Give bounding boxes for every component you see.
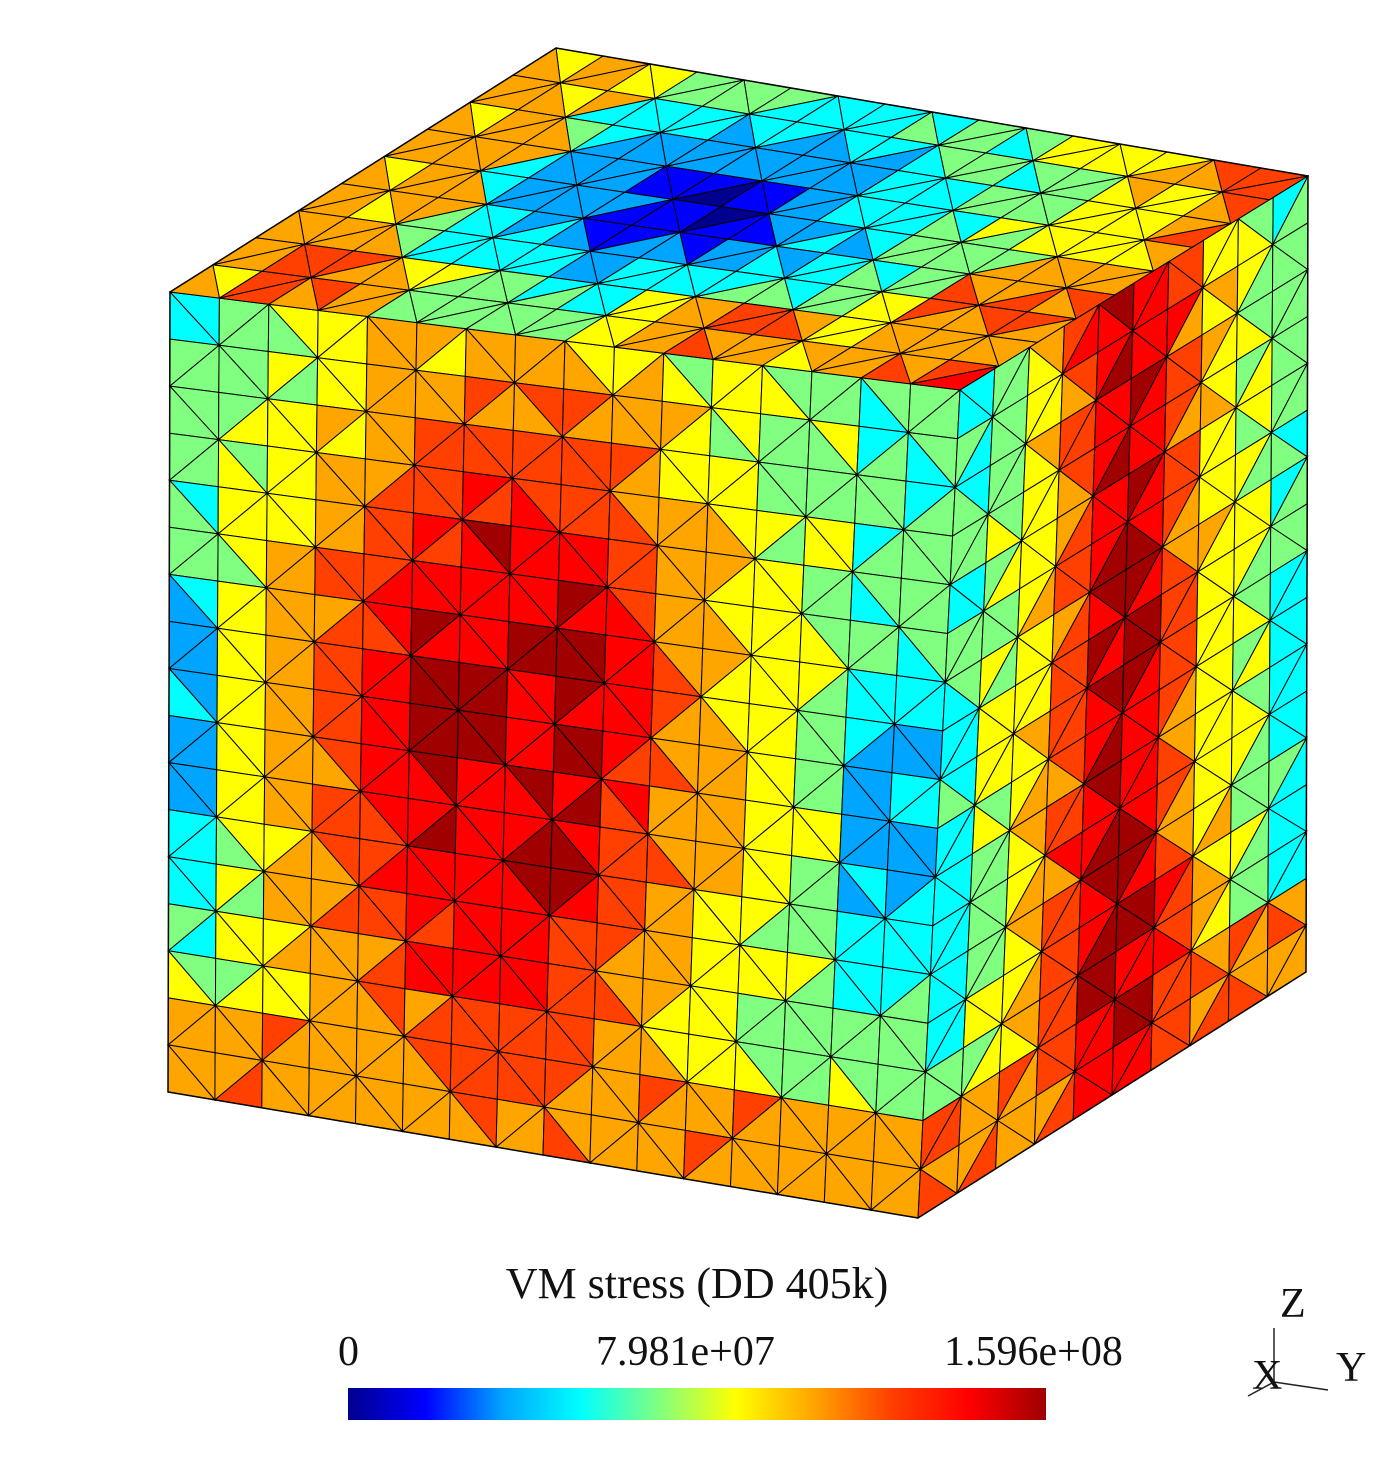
axes-triad: [1247, 1328, 1329, 1397]
colorbar: [348, 1388, 1046, 1420]
top-face: [168, 47, 1309, 391]
mesh-element: [563, 314, 616, 348]
axis-x-label: X: [1252, 1353, 1283, 1399]
mesh-element: [761, 340, 813, 373]
mesh-element: [859, 352, 912, 385]
right-face: [917, 174, 1310, 1219]
axis-y-label: Y: [1336, 1345, 1367, 1391]
legend-mid-label: 7.981e+07: [596, 1329, 775, 1375]
mesh-element: [662, 327, 714, 360]
mesh-element: [267, 276, 319, 311]
stress-cube-mesh: [166, 47, 1310, 1219]
legend-title: VM stress (DD 405k): [505, 1259, 889, 1308]
legend-min-label: 0: [338, 1329, 359, 1375]
mesh-element: [464, 302, 517, 336]
cube-outline: [167, 47, 1309, 1219]
mesh-element: [910, 365, 999, 391]
axis-z-label: Z: [1280, 1281, 1306, 1327]
front-face: [166, 290, 962, 1219]
mesh-element: [366, 289, 418, 324]
legend-max-label: 1.596e+08: [944, 1329, 1123, 1375]
mesh-element: [168, 264, 221, 299]
